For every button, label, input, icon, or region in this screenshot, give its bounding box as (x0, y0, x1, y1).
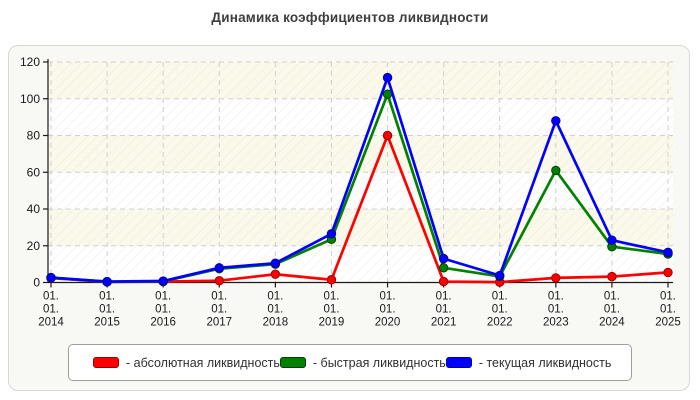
y-axis-labels: 0 20 40 60 80 100 120 (20, 55, 40, 290)
svg-text:100: 100 (20, 92, 40, 106)
svg-text:20: 20 (27, 239, 41, 253)
legend-item-quick-liquidity: - быстрая ликвидность (279, 355, 446, 370)
blue-series-swatch-icon (445, 357, 472, 368)
chart-panel: 0 20 40 60 80 100 120 01. 01. 2014 01. 01. 2015 01. 01… (8, 45, 690, 391)
svg-text:01.01.2019: 01. 01. 2019 (319, 291, 345, 329)
legend-label: - абсолютная ликвидность (126, 355, 280, 370)
svg-text:01.01.2022: 01. 01. 2022 (487, 291, 513, 329)
legend-item-absolute-liquidity: - абсолютная ликвидность (93, 356, 280, 370)
legend-item-current-liquidity: - текущая ликвидность (445, 355, 612, 370)
svg-text:01.01.2015: 01. 01. 2015 (94, 291, 120, 329)
red-series-swatch-icon (93, 357, 119, 368)
legend-label: - текущая ликвидность (478, 355, 612, 370)
plot-background (48, 62, 673, 283)
svg-text:01.01.2017: 01. 01. 2017 (206, 291, 232, 329)
svg-text:120: 120 (20, 55, 40, 69)
legend-label: - быстрая ликвидность (312, 355, 446, 370)
svg-text:01.01.2023: 01. 01. 2023 (543, 291, 569, 329)
svg-text:01.01.2024: 01. 01. 2024 (599, 291, 625, 329)
svg-text:01.01.2018: 01. 01. 2018 (263, 291, 289, 329)
svg-text:40: 40 (27, 202, 41, 216)
svg-text:0: 0 (33, 276, 40, 290)
green-series-swatch-icon (279, 357, 306, 368)
x-axis-labels: 01. 01. 2014 01. 01. 2015 01. 01. 2016 01. 01. 2017… (38, 291, 681, 329)
svg-text:01.01.2020: 01. 01. 2020 (375, 291, 401, 329)
svg-text:80: 80 (27, 129, 41, 143)
svg-text:01.01.2021: 01. 01. 2021 (431, 291, 457, 329)
series-текущая-ликвидность (46, 72, 673, 287)
chart-title: Динамика коэффициентов ликвидности (211, 10, 489, 25)
svg-text:01.01.2025: 01. 01. 2025 (655, 291, 681, 329)
chart-legend: - абсолютная ликвидность - быстрая ликви… (68, 344, 632, 381)
svg-text:01.01.2016: 01. 01. 2016 (150, 291, 176, 329)
svg-text:01.01.2014: 01. 01. 2014 (38, 291, 64, 329)
svg-text:60: 60 (27, 165, 41, 179)
